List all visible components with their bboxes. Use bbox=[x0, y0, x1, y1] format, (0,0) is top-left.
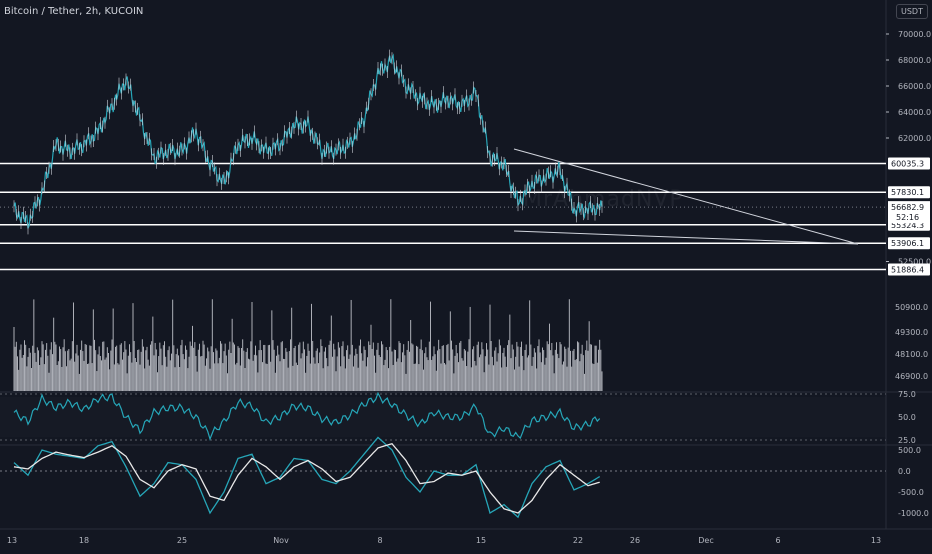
price-series-line bbox=[13, 53, 603, 229]
rsi-line bbox=[13, 391, 601, 441]
volume-tick-label: 48100.0 bbox=[895, 350, 928, 359]
horizontal-level-badge bbox=[888, 263, 930, 276]
rsi-pane-bg bbox=[0, 397, 886, 437]
price-tick-label: 66000.0 bbox=[898, 82, 931, 91]
horizontal-level-label: 57830.1 bbox=[891, 188, 924, 197]
time-tick-label: 13 bbox=[7, 536, 17, 545]
price-tick-label: 68000.0 bbox=[898, 56, 931, 65]
oscillator-tick-label: 0.0 bbox=[898, 467, 911, 476]
symbol-title: Bitcoin / Tether, 2h, KUCOIN bbox=[4, 6, 144, 17]
horizontal-level-badge bbox=[888, 157, 930, 170]
price-tick-label: 70000.0 bbox=[898, 30, 931, 39]
time-tick-label: Nov bbox=[273, 536, 289, 545]
time-tick-label: 8 bbox=[377, 536, 382, 545]
trendline-lower bbox=[513, 230, 859, 245]
time-tick-label: 15 bbox=[476, 536, 486, 545]
oscillator-line bbox=[13, 436, 601, 519]
oscillator-tick-label: -1000.0 bbox=[898, 509, 929, 518]
oscillator-tick-label: 500.0 bbox=[898, 446, 921, 455]
rsi-tick-label: 50.0 bbox=[898, 413, 916, 422]
oscillator-tick-label: -500.0 bbox=[898, 488, 924, 497]
horizontal-level-label: 53906.1 bbox=[891, 239, 924, 248]
time-tick-label: Dec bbox=[698, 536, 713, 545]
price-tick-label: 52500.0 bbox=[898, 258, 931, 267]
volume-tick-label: 46900.0 bbox=[895, 372, 928, 381]
time-tick-label: 26 bbox=[630, 536, 640, 545]
watermark: MrAhmadNVP bbox=[523, 187, 684, 212]
time-tick-label: 6 bbox=[775, 536, 780, 545]
time-tick-label: 25 bbox=[177, 536, 187, 545]
horizontal-level-label: 55324.3 bbox=[891, 221, 924, 230]
price-tick-label: 62000.0 bbox=[898, 134, 931, 143]
currency-button[interactable]: USDT bbox=[896, 4, 928, 19]
current-price-label: 56682.9 bbox=[891, 203, 924, 212]
horizontal-level-badge bbox=[888, 186, 930, 199]
oscillator-line bbox=[13, 442, 600, 514]
price-tick-label: 64000.0 bbox=[898, 108, 931, 117]
volume-tick-label: 49300.0 bbox=[895, 328, 928, 337]
time-tick-label: 13 bbox=[871, 536, 881, 545]
horizontal-level-label: 51886.4 bbox=[891, 265, 924, 274]
horizontal-level-badge bbox=[888, 237, 930, 250]
trendline-upper bbox=[513, 148, 859, 245]
bar-countdown-label: 52:16 bbox=[896, 213, 919, 222]
volume-tick-label: 50900.0 bbox=[895, 303, 928, 312]
horizontal-level-label: 60035.3 bbox=[891, 160, 924, 169]
time-tick-label: 22 bbox=[573, 536, 583, 545]
time-tick-label: 18 bbox=[79, 536, 89, 545]
rsi-tick-label: 75.0 bbox=[898, 390, 916, 399]
current-price-badge bbox=[888, 201, 930, 224]
rsi-tick-label: 25.0 bbox=[898, 436, 916, 445]
